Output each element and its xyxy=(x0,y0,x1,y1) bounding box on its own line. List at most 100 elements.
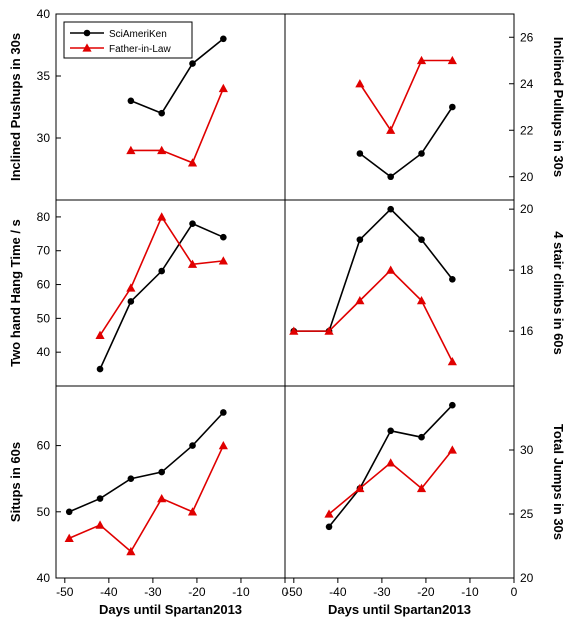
y-tick-label: 22 xyxy=(520,123,534,137)
x-tick-label: -50 xyxy=(56,585,74,599)
data-point-SciAmeriKen xyxy=(387,173,394,181)
y-axis-label: Inclined Pushups in 30s xyxy=(8,33,23,181)
data-point-Father-in-Law xyxy=(95,330,105,339)
panel-frame xyxy=(55,199,286,387)
x-tick-label: -20 xyxy=(188,585,206,599)
data-point-SciAmeriKen xyxy=(418,150,425,157)
data-point-Father-in-Law xyxy=(416,55,427,65)
data-point-SciAmeriKen xyxy=(387,427,394,435)
y-tick-label: 30 xyxy=(520,443,534,457)
data-point-SciAmeriKen xyxy=(220,233,227,241)
y-tick-label: 70 xyxy=(37,244,51,258)
x-axis-label: Days until Spartan2013 xyxy=(328,602,471,617)
y-tick-label: 40 xyxy=(37,345,51,359)
y-tick-label: 16 xyxy=(520,324,534,338)
x-tick-label: -40 xyxy=(100,585,118,599)
y-tick-label: 30 xyxy=(37,131,51,145)
data-point-SciAmeriKen xyxy=(189,442,196,449)
data-point-SciAmeriKen xyxy=(418,236,425,243)
legend-marker xyxy=(82,43,92,52)
legend-label: SciAmeriKen xyxy=(109,29,167,40)
series-line-Father-in-Law xyxy=(130,88,225,164)
legend-label: Father-in-Law xyxy=(109,44,171,55)
data-point-SciAmeriKen xyxy=(387,205,394,213)
data-point-SciAmeriKen xyxy=(158,468,165,476)
data-point-Father-in-Law xyxy=(187,158,198,167)
data-point-SciAmeriKen xyxy=(449,275,456,283)
legend-box xyxy=(63,21,193,59)
data-point-Father-in-Law xyxy=(324,509,334,518)
data-point-SciAmeriKen xyxy=(158,109,165,117)
x-tick-label: -40 xyxy=(329,585,347,599)
y-tick-label: 35 xyxy=(37,69,51,83)
y-tick-label: 20 xyxy=(520,170,534,184)
y-axis-label: Total Jumps in 30s xyxy=(551,424,566,540)
data-point-SciAmeriKen xyxy=(418,433,425,441)
y-axis-label: Two hand Hang Time / s xyxy=(8,219,23,367)
data-point-Father-in-Law xyxy=(157,493,167,503)
data-point-Father-in-Law xyxy=(218,440,228,450)
panel-frame xyxy=(284,385,515,579)
x-tick-label: -30 xyxy=(144,585,162,599)
series-line-SciAmeriKen xyxy=(99,222,224,370)
panel-frame xyxy=(284,199,515,387)
y-tick-label: 50 xyxy=(37,505,51,519)
y-axis-label: 4 stair climbs in 60s xyxy=(551,231,566,355)
data-point-Father-in-Law xyxy=(355,483,365,493)
panel-jumps: 20 25 30 Total Jumps in 30s -50 -40 -30 -20 -10 0… xyxy=(284,385,566,617)
y-tick-label: 26 xyxy=(520,30,534,44)
data-point-Father-in-Law xyxy=(416,296,427,305)
data-point-Father-in-Law xyxy=(218,83,228,93)
data-point-Father-in-Law xyxy=(289,326,299,335)
x-axis-label: Days until Spartan2013 xyxy=(99,602,242,617)
y-tick-label: 60 xyxy=(37,278,51,292)
data-point-SciAmeriKen xyxy=(65,508,73,516)
data-point-Father-in-Law xyxy=(64,533,74,542)
x-tick-label: -10 xyxy=(232,585,250,599)
data-point-SciAmeriKen xyxy=(96,495,104,502)
data-point-Father-in-Law xyxy=(126,283,136,292)
data-point-SciAmeriKen xyxy=(449,103,456,111)
series-line-SciAmeriKen xyxy=(68,411,224,513)
y-axis-label: Inclined Pullups in 30s xyxy=(551,37,566,177)
data-point-Father-in-Law xyxy=(95,520,105,529)
data-point-Father-in-Law xyxy=(355,296,365,305)
data-point-Father-in-Law xyxy=(324,326,334,335)
y-axis-label: Situps in 60s xyxy=(8,442,23,522)
data-point-Father-in-Law xyxy=(386,265,396,274)
series-line-Father-in-Law xyxy=(68,445,225,553)
panel-stairs: 16 18 20 4 stair climbs in 60s xyxy=(284,199,566,387)
data-point-Father-in-Law xyxy=(386,125,396,134)
series-line-SciAmeriKen xyxy=(130,38,224,115)
data-point-SciAmeriKen xyxy=(127,97,135,105)
panel-pullups: 20 22 24 26 Inclined Pullups in 30s xyxy=(284,13,566,201)
data-point-SciAmeriKen xyxy=(356,236,364,243)
panel-frame xyxy=(284,13,515,201)
data-point-SciAmeriKen xyxy=(220,409,227,416)
panel-hang: 40 50 60 70 80 Two hand Hang Time / s xyxy=(8,199,286,387)
data-point-SciAmeriKen xyxy=(325,523,333,531)
panel-situps: 40 50 60 Situps in 60s -50 -40 -30 -20 -10 0 Days … xyxy=(8,385,289,617)
data-point-Father-in-Law xyxy=(386,458,396,467)
data-point-SciAmeriKen xyxy=(449,401,456,409)
data-point-Father-in-Law xyxy=(157,212,167,221)
series-line-Father-in-Law xyxy=(359,59,453,132)
panel-pushups: 30 35 40 Inclined Pushups in 30s xyxy=(8,7,286,201)
legend: SciAmeriKen Father-in-Law xyxy=(63,21,193,59)
data-point-Father-in-Law xyxy=(447,445,457,454)
panel-frame xyxy=(55,385,286,579)
data-point-Father-in-Law xyxy=(447,357,457,366)
y-tick-label: 40 xyxy=(37,7,51,21)
data-point-Father-in-Law xyxy=(187,507,198,516)
data-point-SciAmeriKen xyxy=(220,35,227,43)
data-point-Father-in-Law xyxy=(447,55,457,65)
data-point-Father-in-Law xyxy=(355,79,365,88)
data-point-SciAmeriKen xyxy=(158,267,165,275)
y-tick-label: 50 xyxy=(37,311,51,325)
data-point-Father-in-Law xyxy=(126,546,136,556)
data-point-SciAmeriKen xyxy=(127,475,135,482)
data-point-SciAmeriKen xyxy=(127,298,135,305)
y-tick-label: 60 xyxy=(37,439,51,453)
x-tick-label: -30 xyxy=(373,585,391,599)
data-point-Father-in-Law xyxy=(218,256,228,265)
